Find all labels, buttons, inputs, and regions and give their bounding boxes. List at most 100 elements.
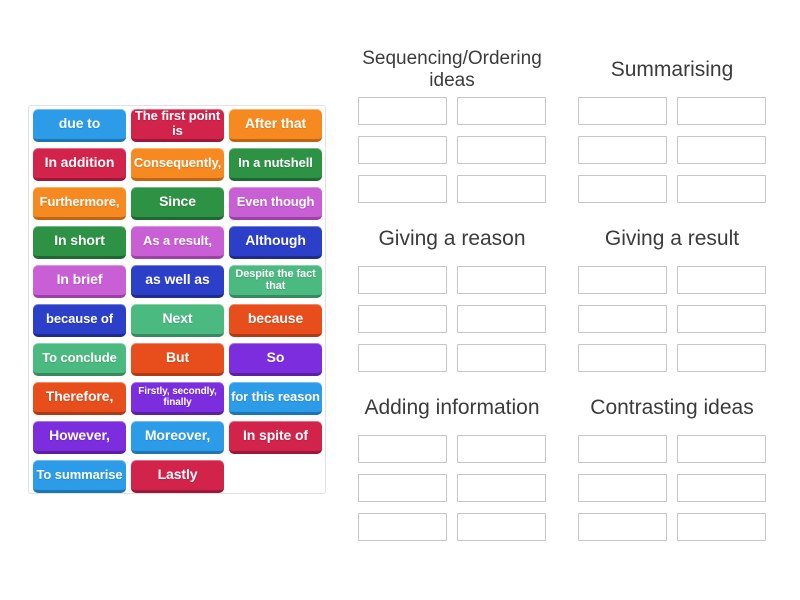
drop-slot[interactable] bbox=[358, 175, 447, 203]
word-tile[interactable]: In short bbox=[33, 226, 126, 259]
drop-slot[interactable] bbox=[578, 175, 667, 203]
word-tile[interactable]: In spite of bbox=[229, 421, 322, 454]
word-tile[interactable]: Furthermore, bbox=[33, 187, 126, 220]
word-tile-label: Although bbox=[245, 232, 306, 249]
word-tile-label: To conclude bbox=[42, 349, 117, 365]
word-tile[interactable]: Lastly bbox=[131, 460, 224, 493]
drop-slot[interactable] bbox=[677, 435, 766, 463]
word-tile-label: Lastly bbox=[157, 466, 198, 483]
word-tile[interactable]: However, bbox=[33, 421, 126, 454]
word-tile[interactable]: Although bbox=[229, 226, 322, 259]
drop-slot[interactable] bbox=[358, 266, 447, 294]
drop-slot[interactable] bbox=[677, 97, 766, 125]
drop-slot[interactable] bbox=[677, 474, 766, 502]
word-tile[interactable]: due to bbox=[33, 109, 126, 142]
word-tile-label: In brief bbox=[56, 271, 103, 288]
word-tile[interactable]: As a result, bbox=[131, 226, 224, 259]
word-tile-label: After that bbox=[244, 115, 307, 132]
word-tile[interactable]: So bbox=[229, 343, 322, 376]
word-tile-label: Moreover, bbox=[144, 427, 211, 444]
word-tile-label: In a nutshell bbox=[238, 154, 313, 170]
category-slots bbox=[578, 97, 766, 203]
word-tile[interactable]: Since bbox=[131, 187, 224, 220]
word-tile-label: because of bbox=[46, 310, 113, 326]
word-tile[interactable]: because of bbox=[33, 304, 126, 337]
drop-slot[interactable] bbox=[677, 344, 766, 372]
drop-slot[interactable] bbox=[578, 136, 667, 164]
drop-slot[interactable] bbox=[457, 97, 546, 125]
drop-slot[interactable] bbox=[358, 97, 447, 125]
word-tile-label: So bbox=[266, 349, 285, 366]
word-tile-label: In spite of bbox=[242, 427, 308, 444]
drop-slot[interactable] bbox=[677, 305, 766, 333]
word-tile[interactable]: as well as bbox=[131, 265, 224, 298]
word-tile[interactable]: The first point is bbox=[131, 109, 224, 142]
drop-slot[interactable] bbox=[358, 136, 447, 164]
word-tile-label: However, bbox=[49, 427, 110, 444]
category-group: Adding information bbox=[358, 384, 546, 541]
word-tile-label: due to bbox=[58, 115, 101, 132]
drop-slot[interactable] bbox=[457, 435, 546, 463]
word-tile-label: Consequently, bbox=[133, 154, 222, 170]
drop-slot[interactable] bbox=[578, 513, 667, 541]
drop-slot[interactable] bbox=[677, 266, 766, 294]
word-tile-label: The first point is bbox=[134, 108, 221, 138]
word-tile-label: Even though bbox=[236, 193, 315, 209]
category-slots bbox=[578, 266, 766, 372]
drop-slot[interactable] bbox=[457, 513, 546, 541]
word-tile[interactable]: To conclude bbox=[33, 343, 126, 376]
category-title: Contrasting ideas bbox=[590, 395, 754, 419]
word-tile-label: Firstly, secondly, finally bbox=[138, 385, 217, 408]
category-title: Giving a result bbox=[604, 226, 740, 250]
category-group: Contrasting ideas bbox=[578, 384, 766, 541]
drop-slot[interactable] bbox=[677, 513, 766, 541]
drop-slot[interactable] bbox=[457, 266, 546, 294]
word-tile[interactable]: Consequently, bbox=[131, 148, 224, 181]
word-tile[interactable]: Moreover, bbox=[131, 421, 224, 454]
drop-slot[interactable] bbox=[358, 474, 447, 502]
drop-slot[interactable] bbox=[578, 97, 667, 125]
word-tile[interactable]: because bbox=[229, 304, 322, 337]
drop-slot[interactable] bbox=[578, 344, 667, 372]
category-group: Giving a reason bbox=[358, 215, 546, 372]
category-slots bbox=[358, 266, 546, 372]
word-tile[interactable]: In brief bbox=[33, 265, 126, 298]
word-tile[interactable]: But bbox=[131, 343, 224, 376]
word-tile[interactable]: for this reason bbox=[229, 382, 322, 415]
word-tile[interactable]: After that bbox=[229, 109, 322, 142]
drop-slot[interactable] bbox=[677, 175, 766, 203]
drop-slot[interactable] bbox=[578, 435, 667, 463]
word-tile[interactable]: Despite the fact that bbox=[229, 265, 322, 298]
drop-slot[interactable] bbox=[457, 136, 546, 164]
drop-slot[interactable] bbox=[457, 175, 546, 203]
word-tile[interactable]: In addition bbox=[33, 148, 126, 181]
drop-slot[interactable] bbox=[457, 344, 546, 372]
word-tile[interactable]: Next bbox=[131, 304, 224, 337]
drop-slot[interactable] bbox=[578, 266, 667, 294]
drop-slot[interactable] bbox=[457, 474, 546, 502]
drop-slot[interactable] bbox=[457, 305, 546, 333]
drop-slot[interactable] bbox=[677, 136, 766, 164]
word-tile[interactable]: Even though bbox=[229, 187, 322, 220]
word-tile[interactable]: Firstly, secondly, finally bbox=[131, 382, 224, 415]
word-tile-label: because bbox=[247, 310, 304, 327]
drop-slot[interactable] bbox=[358, 513, 447, 541]
word-tile-label: In addition bbox=[44, 154, 115, 171]
category-group: Sequencing/Ordering ideas bbox=[358, 46, 546, 203]
word-tile-label: To summarise bbox=[36, 466, 123, 482]
word-tile-label: Despite the fact that bbox=[235, 267, 316, 292]
drop-slot[interactable] bbox=[578, 305, 667, 333]
drop-slot[interactable] bbox=[358, 305, 447, 333]
drop-slot[interactable] bbox=[578, 474, 667, 502]
word-tile[interactable]: In a nutshell bbox=[229, 148, 322, 181]
word-tile-label: Furthermore, bbox=[39, 193, 120, 209]
word-tile-label: for this reason bbox=[231, 388, 320, 404]
category-title: Sequencing/Ordering ideas bbox=[362, 48, 542, 91]
word-tile[interactable]: To summarise bbox=[33, 460, 126, 493]
word-bank-panel: due to The first point is After that In add… bbox=[28, 105, 326, 494]
category-title: Giving a reason bbox=[378, 226, 526, 250]
word-tile[interactable]: Therefore, bbox=[33, 382, 126, 415]
drop-slot[interactable] bbox=[358, 344, 447, 372]
drop-slot[interactable] bbox=[358, 435, 447, 463]
word-tile-label: But bbox=[165, 349, 190, 366]
